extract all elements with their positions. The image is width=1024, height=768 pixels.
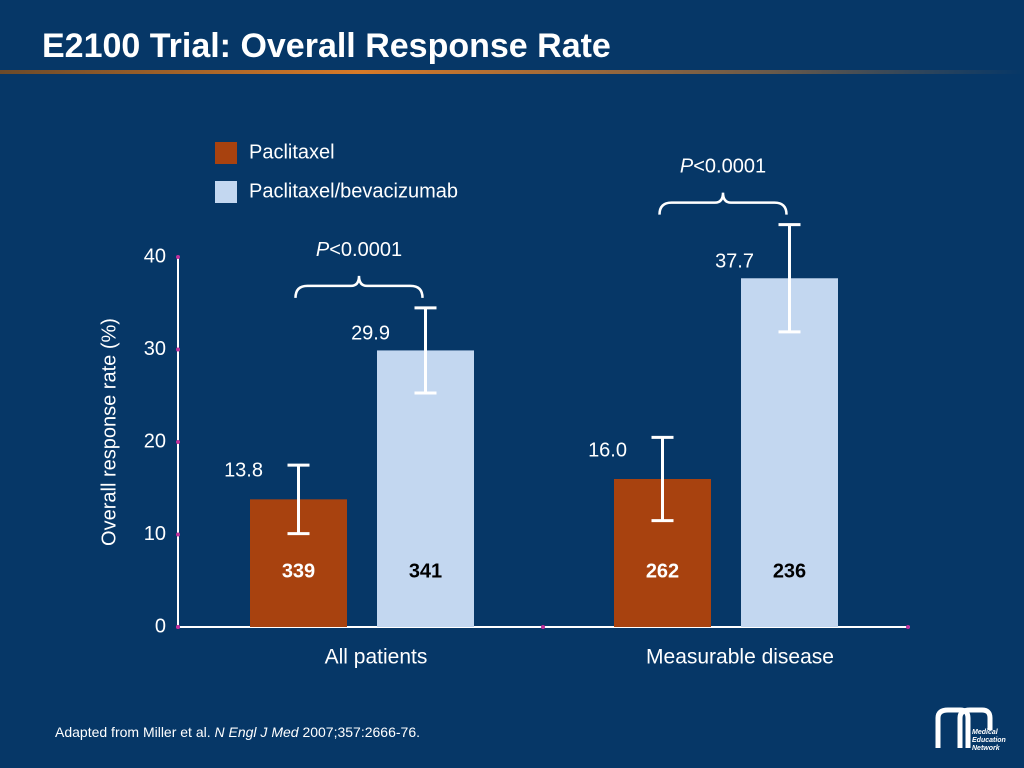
error-bar	[778, 223, 801, 334]
x-tick-label: Measurable disease	[646, 646, 834, 669]
y-tick-label: 40	[144, 245, 166, 267]
tick-mark	[176, 440, 180, 444]
value-label: 13.8	[224, 460, 263, 482]
legend-label: Paclitaxel/bevacizumab	[249, 180, 458, 202]
bar	[741, 278, 838, 627]
sample-size: 339	[282, 560, 315, 582]
y-axis-label: Overall response rate (%)	[98, 318, 120, 546]
sample-size: 236	[773, 560, 806, 582]
bar	[377, 350, 474, 627]
p-symbol: P	[316, 239, 330, 261]
y-tick-label: 30	[144, 338, 166, 360]
footnote-text: 2007;357:2666-76.	[299, 724, 420, 740]
y-tick-label: 20	[144, 430, 166, 452]
axis-dot	[906, 625, 910, 629]
p-symbol: P	[680, 156, 694, 178]
tick-mark	[176, 532, 180, 537]
footnote-text: Adapted from Miller et al.	[55, 724, 215, 740]
logo-shape	[957, 707, 993, 748]
title-rule	[0, 70, 1024, 74]
footnote-journal: N Engl J Med	[215, 724, 300, 740]
sample-size: 262	[646, 560, 679, 582]
value-label: 29.9	[351, 323, 390, 345]
significance-brace	[294, 275, 424, 298]
x-tick-label: All patients	[325, 646, 428, 669]
error-bar	[414, 306, 437, 395]
y-tick-label: 10	[144, 523, 166, 545]
legend-swatch	[215, 142, 237, 164]
y-tick-label: 0	[155, 615, 166, 637]
logo-text: Education	[972, 737, 1006, 744]
axis-dot	[541, 625, 545, 629]
significance-brace	[658, 192, 788, 215]
logo-text: Medical	[972, 729, 999, 736]
logo-shape	[935, 707, 971, 748]
value-label: 37.7	[715, 251, 754, 273]
logo: Medical Education Network	[935, 707, 1006, 752]
p-value-text: <0.0001	[329, 239, 402, 261]
tick-mark	[176, 347, 180, 352]
p-value: P<0.0001	[316, 239, 402, 261]
value-label: 16.0	[588, 439, 627, 461]
logo-text: Network	[972, 745, 1001, 752]
error-bar	[651, 435, 674, 523]
tick-mark	[176, 255, 180, 259]
legend-label: Paclitaxel	[249, 141, 335, 163]
footnote: Adapted from Miller et al. N Engl J Med …	[55, 724, 420, 740]
axis-dot	[176, 625, 180, 629]
p-value-text: <0.0001	[693, 156, 766, 178]
error-bar	[287, 463, 310, 536]
slide-title: E2100 Trial: Overall Response Rate	[42, 27, 611, 65]
p-value: P<0.0001	[680, 156, 766, 178]
legend-swatch	[215, 181, 237, 203]
sample-size: 341	[409, 560, 442, 582]
